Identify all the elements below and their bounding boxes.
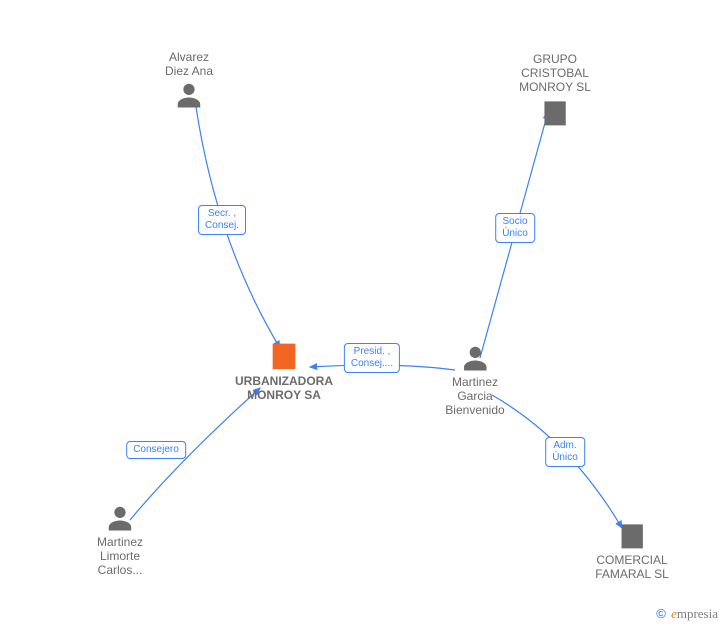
company-icon <box>616 519 648 551</box>
node-label: Martinez Garcia Bienvenido <box>445 375 504 417</box>
node-alvarez[interactable]: Alvarez Diez Ana <box>165 50 213 110</box>
node-label: GRUPO CRISTOBAL MONROY SL <box>519 52 591 94</box>
person-icon <box>460 343 490 373</box>
edge-label-e_bienvenido_famaral[interactable]: Adm. Único <box>545 437 585 467</box>
node-martinez_carlos[interactable]: Martinez Limorte Carlos... <box>97 503 143 577</box>
node-label: Alvarez Diez Ana <box>165 50 213 78</box>
company-icon <box>267 338 301 372</box>
node-grupo_cristobal[interactable]: GRUPO CRISTOBAL MONROY SL <box>519 52 591 128</box>
edge-label-e_bienvenido_grupo[interactable]: Socio Único <box>495 213 535 243</box>
node-label: Martinez Limorte Carlos... <box>97 535 143 577</box>
node-label: COMERCIAL FAMARAL SL <box>595 553 669 581</box>
node-martinez_bienvenido[interactable]: Martinez Garcia Bienvenido <box>445 343 504 417</box>
watermark-brand-rest: mpresia <box>677 606 718 621</box>
company-icon <box>539 96 571 128</box>
watermark: © empresia <box>656 606 718 622</box>
person-icon <box>174 80 204 110</box>
copyright-symbol: © <box>656 606 666 621</box>
node-label: URBANIZADORA MONROY SA <box>235 374 333 402</box>
node-center[interactable]: URBANIZADORA MONROY SA <box>235 338 333 402</box>
edge-label-e_bienvenido_center[interactable]: Presid. , Consej.... <box>344 343 400 373</box>
edge-label-e_alvarez_center[interactable]: Secr. , Consej. <box>198 205 246 235</box>
node-comercial_famaral[interactable]: COMERCIAL FAMARAL SL <box>595 519 669 581</box>
diagram-canvas: Secr. , Consej. Consejero Presid. , Consej… <box>0 0 728 630</box>
person-icon <box>105 503 135 533</box>
edge-label-e_carlos_center[interactable]: Consejero <box>126 441 186 459</box>
